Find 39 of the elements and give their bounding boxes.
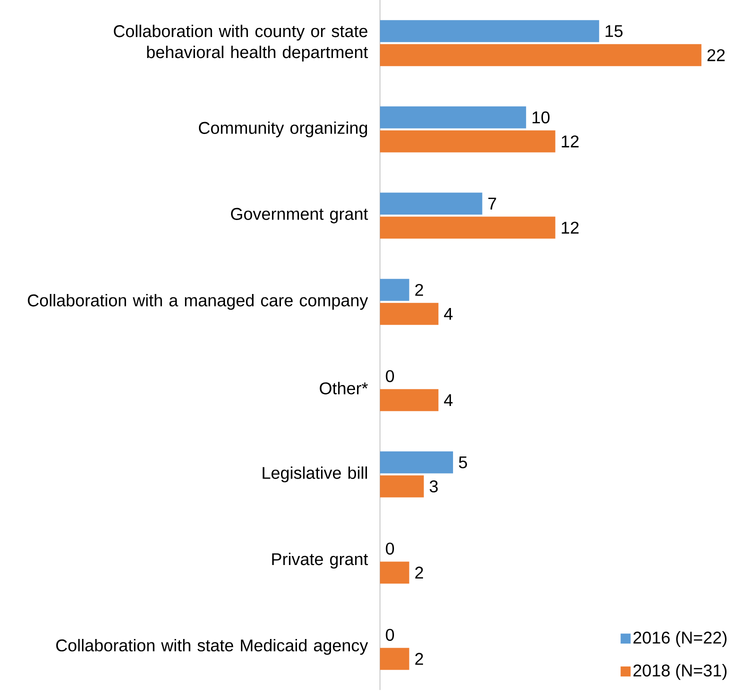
data-label: 7 (488, 198, 496, 210)
data-label: 3 (430, 480, 438, 492)
legend-label: 2016 (N=22) (633, 631, 727, 647)
y-tick-label: Collaboration with county or state behavioral health department (114, 24, 368, 62)
data-label: 10 (532, 111, 550, 124)
data-label: 12 (562, 222, 579, 234)
data-label: 4 (444, 394, 453, 406)
bar (380, 192, 482, 215)
data-label: 0 (386, 370, 394, 382)
data-label: 2 (415, 652, 424, 665)
bar (380, 389, 438, 412)
data-label: 5 (458, 456, 467, 468)
data-label: 22 (707, 49, 725, 62)
y-tick-label: Legislative bill (262, 466, 367, 482)
bar (380, 451, 454, 474)
data-label: 4 (444, 308, 453, 320)
bar (380, 216, 556, 239)
data-label: 2 (415, 284, 424, 296)
bar (380, 302, 438, 325)
y-tick-label: Community organizing (198, 121, 367, 138)
y-tick-label: Collaboration with a managed care company (28, 294, 368, 310)
bar (380, 278, 410, 301)
y-tick-label: Other* (320, 382, 368, 394)
data-label: 2 (415, 566, 424, 579)
bar (380, 130, 556, 152)
y-tick-label: Private grant (272, 552, 368, 569)
data-label: 15 (606, 25, 623, 38)
y-tick-label: Government grant (231, 208, 368, 224)
bar (380, 44, 702, 66)
legend-label: 2018 (N=31) (633, 664, 727, 680)
data-label: 12 (562, 135, 579, 148)
bar (380, 562, 410, 584)
data-label: 0 (386, 628, 394, 641)
bar (380, 475, 424, 498)
bar (380, 106, 526, 128)
y-tick-label: Collaboration with state Medicaid agency (56, 638, 368, 655)
data-label: 0 (386, 542, 394, 555)
bar (380, 20, 600, 42)
bar (380, 648, 410, 670)
